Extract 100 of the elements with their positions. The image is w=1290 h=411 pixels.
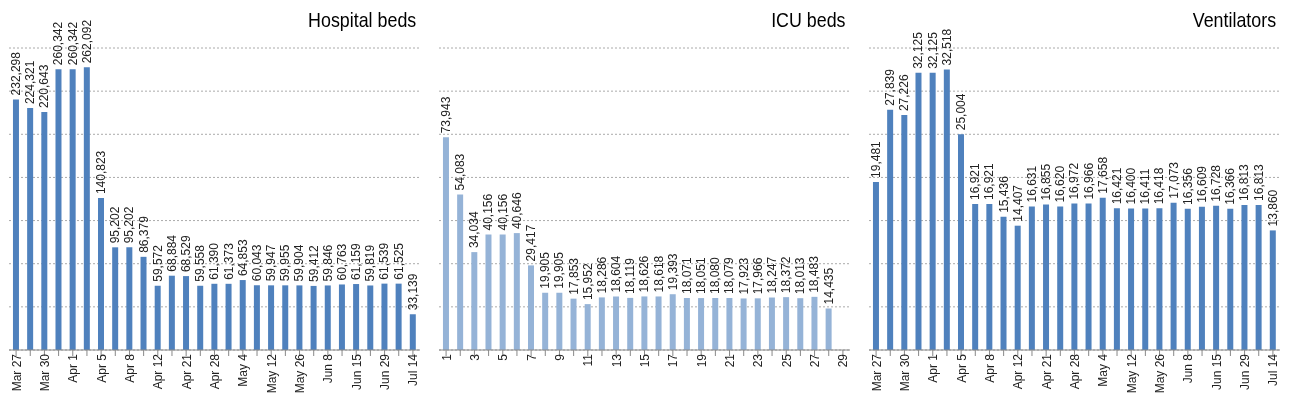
x-tick-label: 3 (467, 353, 482, 361)
data-label: 224,321 (23, 60, 38, 105)
data-label: 59,558 (193, 244, 208, 282)
data-label: 16,813 (1237, 163, 1252, 201)
data-label: 18,618 (651, 255, 666, 293)
data-label: 40,646 (509, 192, 524, 230)
bar (499, 234, 506, 350)
data-label: 59,955 (278, 244, 293, 282)
data-label: 61,159 (349, 243, 364, 281)
bar (768, 297, 775, 350)
data-label: 18,247 (764, 256, 779, 294)
data-label: 29,417 (524, 224, 538, 262)
data-label: 18,080 (708, 256, 723, 294)
x-tick-label: Jun 15 (349, 353, 364, 391)
bar (239, 280, 246, 350)
data-label: 18,013 (793, 257, 808, 295)
bar (958, 134, 964, 350)
bar (1128, 208, 1135, 350)
bar (1241, 204, 1248, 350)
bar (140, 256, 147, 350)
data-label: 232,298 (8, 51, 23, 96)
x-tick-label: Apr 8 (982, 353, 997, 383)
data-label: 59,947 (264, 244, 279, 282)
data-label: 13,860 (1265, 189, 1280, 227)
x-tick-label: Mar 30 (37, 353, 52, 392)
data-label: 59,819 (363, 244, 378, 282)
data-label: 140,823 (94, 150, 108, 195)
data-label: 19,905 (538, 251, 553, 289)
bar (726, 298, 733, 350)
bar (1057, 206, 1064, 350)
data-label: 260,342 (51, 21, 66, 66)
x-tick-label: Apr 5 (94, 353, 109, 383)
bar (83, 67, 90, 350)
data-label: 59,572 (150, 244, 165, 282)
bar (310, 285, 317, 350)
bar (211, 283, 218, 350)
bar (112, 247, 119, 350)
bar (1227, 208, 1234, 350)
bar (872, 181, 879, 350)
x-tick-label: May 26 (293, 353, 308, 394)
x-tick-label: 15 (638, 353, 653, 368)
data-label: 18,626 (637, 255, 652, 293)
bar (797, 298, 804, 350)
x-tick-label: 25 (779, 353, 794, 368)
bar (353, 284, 360, 350)
bar (168, 275, 175, 350)
data-label: 54,083 (453, 153, 468, 191)
bar (655, 296, 662, 350)
data-label: 15,952 (580, 263, 595, 301)
data-label: 16,620 (1053, 165, 1068, 203)
chart-title: Hospital beds (307, 8, 416, 32)
bar (1184, 208, 1191, 350)
data-label: 86,379 (136, 215, 151, 253)
x-tick-label: 19 (694, 353, 709, 368)
data-label: 61,373 (221, 242, 236, 280)
data-label: 17,658 (1095, 156, 1110, 194)
data-label: 40,156 (495, 193, 510, 231)
bar (1213, 205, 1220, 350)
x-tick-label: 1 (439, 353, 454, 361)
data-label: 95,202 (108, 206, 123, 244)
bar (457, 194, 464, 350)
bar (972, 204, 979, 350)
data-label: 32,125 (911, 31, 926, 69)
x-tick-label: 21 (723, 353, 738, 368)
bar (1170, 202, 1177, 350)
data-label: 16,855 (1039, 163, 1054, 201)
x-tick-label: Apr 28 (1068, 353, 1083, 390)
x-tick-label: Apr 12 (1011, 353, 1026, 390)
data-label: 59,846 (320, 244, 335, 282)
bar (395, 283, 402, 350)
bar (442, 137, 449, 350)
bar (1113, 208, 1120, 350)
x-tick-label: 9 (552, 353, 567, 361)
x-tick-label: Jun 8 (321, 353, 336, 384)
bar (1198, 206, 1205, 350)
bar (367, 285, 374, 350)
bar (1000, 216, 1007, 350)
data-label: 40,156 (481, 193, 496, 231)
data-label: 16,972 (1067, 162, 1082, 200)
data-label: 27,226 (897, 74, 912, 112)
data-label: 16,411 (1138, 168, 1153, 205)
bar (296, 285, 303, 350)
x-tick-label: Jun 29 (378, 353, 393, 391)
x-tick-label: 7 (524, 353, 539, 361)
x-tick-label: May 12 (1124, 353, 1139, 394)
x-tick-label: Apr 21 (179, 353, 194, 390)
data-label: 17,073 (1166, 161, 1181, 199)
data-label: 18,483 (807, 255, 822, 293)
bar (1142, 208, 1149, 350)
data-label: 16,609 (1194, 165, 1209, 203)
data-label: 220,643 (37, 64, 52, 109)
bar (1014, 225, 1021, 350)
x-tick-label: 11 (581, 353, 596, 367)
bar (1099, 197, 1106, 350)
x-tick-label: Apr 5 (954, 353, 969, 383)
x-tick-label: Mar 30 (897, 353, 912, 392)
data-label: 19,393 (665, 253, 680, 291)
bar (584, 304, 591, 350)
data-label: 18,079 (722, 256, 737, 294)
data-label: 73,943 (438, 96, 453, 134)
